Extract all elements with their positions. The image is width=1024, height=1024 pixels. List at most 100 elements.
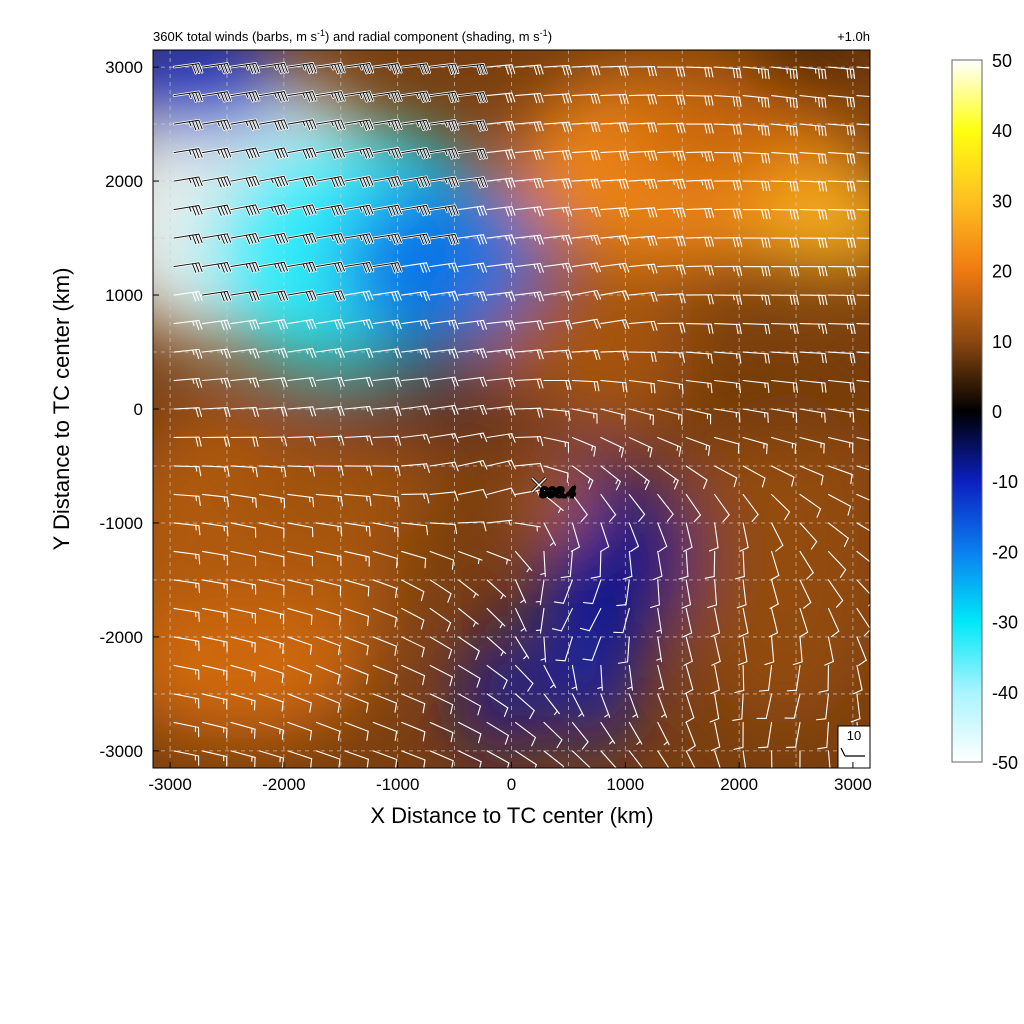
center-pressure-halo: 998.4 xyxy=(540,484,575,500)
wind-barb xyxy=(856,465,870,471)
wind-barb xyxy=(514,436,544,447)
wind-barb xyxy=(401,493,430,504)
x-tick-label: 3000 xyxy=(834,775,872,794)
wind-barb xyxy=(486,205,516,217)
wind-barb xyxy=(708,522,719,552)
wind-barb xyxy=(315,721,341,741)
wind-barb xyxy=(600,150,629,161)
wind-barb xyxy=(458,376,488,387)
wind-barb xyxy=(401,204,431,216)
wind-barb xyxy=(372,119,402,131)
wind-barb xyxy=(372,435,402,446)
wind-barb xyxy=(628,291,658,302)
x-tick-label: 1000 xyxy=(606,775,644,794)
wind-barb xyxy=(344,261,374,273)
wind-barb xyxy=(622,550,633,580)
wind-barb xyxy=(429,491,459,502)
wind-barb xyxy=(258,348,288,359)
wind-barb xyxy=(287,636,313,655)
wind-barb xyxy=(401,319,431,330)
wind-barb xyxy=(429,91,459,103)
colorbar-gradient xyxy=(951,59,983,763)
colorbar-tick-label: 20 xyxy=(992,262,1012,282)
wind-barb xyxy=(287,233,317,245)
wind-barb xyxy=(458,460,488,470)
wind-barb xyxy=(600,178,629,190)
wind-barb xyxy=(571,436,597,457)
wind-barb xyxy=(792,636,803,666)
wind-barb xyxy=(628,122,658,133)
wind-barb xyxy=(514,234,544,245)
wind-barb xyxy=(201,579,229,595)
wind-barb xyxy=(372,721,398,742)
wind-barb xyxy=(287,91,317,102)
valid-time-label: +1.0h xyxy=(837,29,870,44)
wind-barb xyxy=(514,489,541,496)
wind-barb xyxy=(173,465,202,477)
wind-barb xyxy=(710,721,721,752)
wind-barb xyxy=(287,750,313,768)
wind-barb xyxy=(202,147,232,159)
wind-barb xyxy=(571,408,598,424)
wind-barb xyxy=(543,408,571,422)
wind-barb xyxy=(287,664,312,685)
radial-wind-shading xyxy=(153,50,870,757)
wind-barb xyxy=(799,436,825,454)
wind-barb xyxy=(714,436,740,454)
wind-barb xyxy=(315,376,345,388)
wind-barb xyxy=(856,493,870,501)
wind-barb xyxy=(202,233,232,244)
wind-barb xyxy=(201,550,229,566)
wind-barb xyxy=(827,95,856,108)
wind-barb xyxy=(486,149,516,160)
x-tick-label: 0 xyxy=(507,775,516,794)
wind-barb xyxy=(514,407,544,418)
wind-barb xyxy=(827,465,853,485)
wind-barb xyxy=(315,318,345,330)
shading-feature-10 xyxy=(238,431,444,546)
wind-barb xyxy=(315,62,345,74)
wind-barb xyxy=(429,607,452,632)
wind-barb xyxy=(372,377,402,388)
wind-barb xyxy=(570,522,580,552)
wind-barb xyxy=(486,320,516,331)
wind-barb xyxy=(458,148,488,160)
wind-barb xyxy=(344,91,374,102)
wind-barb xyxy=(543,206,573,217)
shading-feature-5 xyxy=(750,169,870,273)
wind-barb xyxy=(742,152,771,164)
wind-barb xyxy=(571,664,578,691)
wind-barb xyxy=(315,290,345,301)
wind-barb xyxy=(571,493,588,523)
wind-barb xyxy=(258,579,285,596)
wind-barb xyxy=(258,693,284,712)
shading-feature-13 xyxy=(579,477,694,637)
wind-barb xyxy=(429,579,452,603)
wind-barb xyxy=(628,750,644,768)
wind-barb xyxy=(656,607,663,634)
wind-barb xyxy=(543,693,560,716)
wind-barb xyxy=(344,693,369,713)
wind-barb xyxy=(853,664,863,695)
wind-barb xyxy=(856,351,870,354)
wind-barb xyxy=(600,493,617,523)
wind-barb xyxy=(230,233,260,245)
wind-barb xyxy=(681,579,692,609)
colorbar-tick-label: -40 xyxy=(992,683,1018,703)
wind-barb xyxy=(657,94,686,105)
x-tick-label: -3000 xyxy=(148,775,191,794)
wind-barb xyxy=(628,493,646,522)
wind-barb xyxy=(628,320,658,331)
wind-barb xyxy=(230,204,260,216)
wind-barb xyxy=(486,92,516,103)
wind-barb xyxy=(486,291,516,302)
wind-barb xyxy=(856,95,870,98)
wind-barb xyxy=(315,664,341,685)
wind-barb xyxy=(287,119,317,130)
wind-barb xyxy=(628,379,656,394)
wind-barb xyxy=(514,291,544,302)
wind-barb xyxy=(173,348,203,360)
wind-barb xyxy=(315,91,345,102)
wind-barb xyxy=(401,433,431,444)
wind-barb xyxy=(401,290,431,302)
